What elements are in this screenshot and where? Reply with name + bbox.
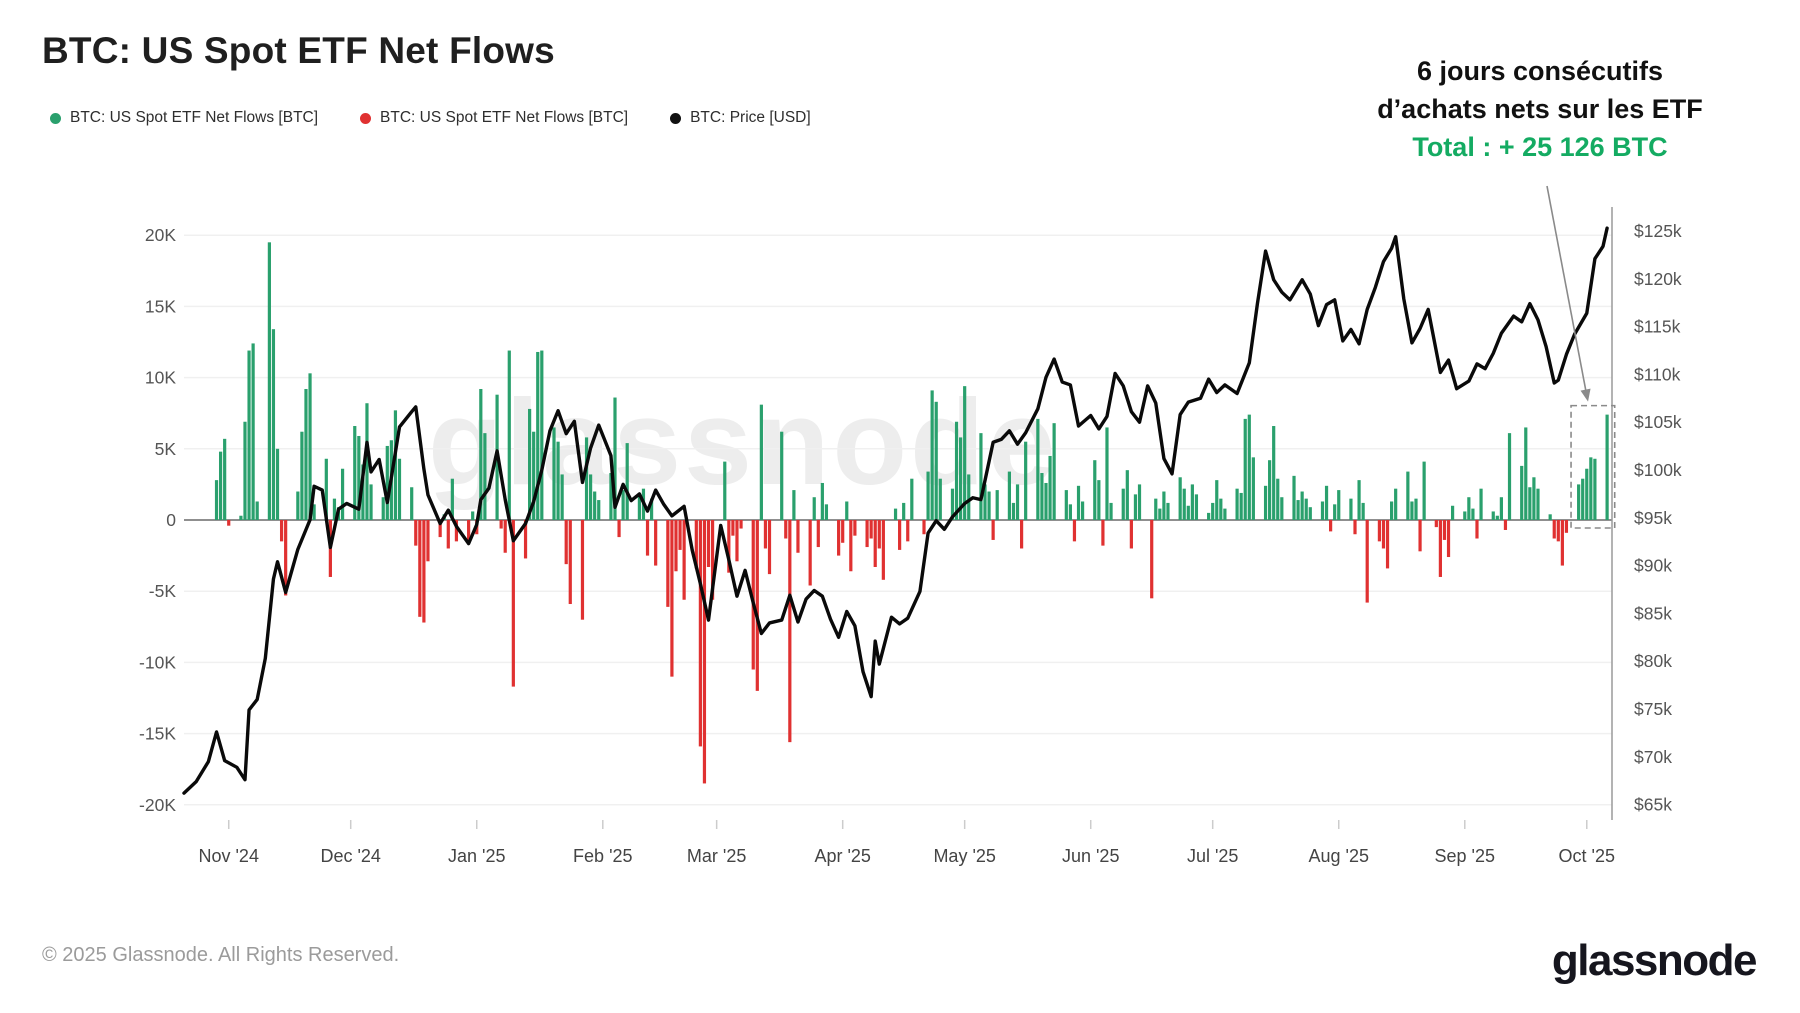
- svg-text:$105k: $105k: [1634, 412, 1682, 432]
- svg-text:-5K: -5K: [149, 581, 177, 601]
- legend-label: BTC: Price [USD]: [690, 109, 811, 126]
- legend-label: BTC: US Spot ETF Net Flows [BTC]: [70, 109, 319, 126]
- annotation-line1: 6 jours consécutifs: [1416, 56, 1664, 86]
- legend-item-netflows-positive[interactable]: BTC: US Spot ETF Net Flows [BTC]: [50, 109, 318, 127]
- legend-label: BTC: US Spot ETF Net Flows [BTC]: [380, 109, 629, 126]
- svg-text:-10K: -10K: [139, 652, 176, 672]
- svg-text:$90k: $90k: [1634, 556, 1672, 576]
- svg-text:$85k: $85k: [1634, 603, 1672, 623]
- svg-text:0: 0: [166, 510, 176, 530]
- svg-text:-15K: -15K: [139, 724, 176, 744]
- legend-item-price[interactable]: BTC: Price [USD]: [670, 109, 811, 127]
- svg-text:-20K: -20K: [139, 795, 176, 815]
- green-dot-icon: [50, 112, 61, 124]
- svg-text:$95k: $95k: [1634, 508, 1672, 528]
- chart-title: BTC: US Spot ETF Net Flows: [42, 30, 555, 71]
- svg-text:May '25: May '25: [933, 846, 995, 866]
- copyright-text: © 2025 Glassnode. All Rights Reserved.: [42, 944, 400, 966]
- svg-text:$100k: $100k: [1634, 460, 1682, 480]
- svg-text:5K: 5K: [155, 439, 177, 459]
- svg-text:$120k: $120k: [1634, 269, 1682, 289]
- svg-text:20K: 20K: [145, 225, 176, 245]
- svg-text:$110k: $110k: [1634, 364, 1681, 384]
- svg-text:Apr '25: Apr '25: [814, 846, 870, 866]
- svg-text:15K: 15K: [145, 296, 176, 316]
- legend-item-netflows-negative[interactable]: BTC: US Spot ETF Net Flows [BTC]: [360, 109, 628, 127]
- glassnode-logo: glassnode: [1551, 936, 1758, 985]
- svg-text:Mar '25: Mar '25: [687, 846, 746, 866]
- svg-text:Dec '24: Dec '24: [320, 846, 380, 866]
- svg-text:Nov '24: Nov '24: [198, 846, 258, 866]
- red-dot-icon: [360, 112, 372, 124]
- svg-text:$70k: $70k: [1634, 747, 1672, 767]
- svg-text:$125k: $125k: [1634, 221, 1682, 241]
- svg-text:Sep '25: Sep '25: [1435, 846, 1496, 866]
- annotation-line2: d’achats nets sur les ETF: [1377, 94, 1703, 124]
- svg-text:Jul '25: Jul '25: [1187, 846, 1238, 866]
- black-dot-icon: [670, 112, 682, 124]
- svg-text:$65k: $65k: [1634, 795, 1672, 815]
- annotation-total: Total : + 25 126 BTC: [1412, 132, 1668, 162]
- svg-text:Feb '25: Feb '25: [573, 846, 632, 866]
- svg-text:$115k: $115k: [1634, 317, 1681, 337]
- svg-text:Oct '25: Oct '25: [1559, 846, 1615, 866]
- svg-text:$75k: $75k: [1634, 699, 1672, 719]
- svg-text:$80k: $80k: [1634, 651, 1672, 671]
- svg-text:Aug '25: Aug '25: [1308, 846, 1369, 866]
- annotation-consecutive-buys: 6 jours consécutifs d’achats nets sur le…: [1368, 52, 1712, 166]
- svg-text:10K: 10K: [145, 368, 176, 388]
- svg-text:Jun '25: Jun '25: [1062, 846, 1119, 866]
- chart-legend: BTC: US Spot ETF Net Flows [BTC] BTC: US…: [50, 109, 811, 127]
- svg-text:Jan '25: Jan '25: [448, 846, 505, 866]
